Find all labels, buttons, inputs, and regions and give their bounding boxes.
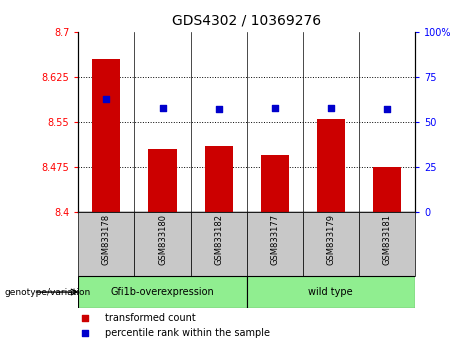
Text: Gfi1b-overexpression: Gfi1b-overexpression (111, 287, 214, 297)
Bar (205, 146, 233, 212)
Bar (92, 59, 120, 212)
Bar (247, 212, 303, 276)
Bar (303, 212, 359, 276)
Point (82, 331, 89, 336)
Text: percentile rank within the sample: percentile rank within the sample (105, 329, 270, 338)
Bar (78, 276, 247, 308)
Point (383, 107, 390, 112)
Bar (317, 119, 345, 212)
Bar (260, 155, 289, 212)
Text: GSM833180: GSM833180 (158, 214, 167, 265)
Bar (247, 276, 415, 308)
Point (103, 96, 110, 102)
Point (159, 105, 166, 110)
Text: GSM833177: GSM833177 (270, 214, 279, 266)
Text: GSM833182: GSM833182 (214, 214, 223, 265)
Point (82, 315, 89, 321)
Bar (148, 149, 177, 212)
Text: transformed count: transformed count (105, 313, 196, 323)
Bar (135, 212, 190, 276)
Bar (373, 167, 401, 212)
Point (215, 107, 222, 112)
Point (271, 105, 278, 110)
Text: GSM833181: GSM833181 (382, 214, 391, 265)
Text: wild type: wild type (308, 287, 353, 297)
Text: genotype/variation: genotype/variation (5, 287, 91, 297)
Bar (78, 212, 135, 276)
Bar (190, 212, 247, 276)
Bar (359, 212, 415, 276)
Text: GSM833179: GSM833179 (326, 214, 335, 265)
Text: GSM833178: GSM833178 (102, 214, 111, 266)
Point (327, 105, 334, 110)
Title: GDS4302 / 10369276: GDS4302 / 10369276 (172, 14, 321, 28)
